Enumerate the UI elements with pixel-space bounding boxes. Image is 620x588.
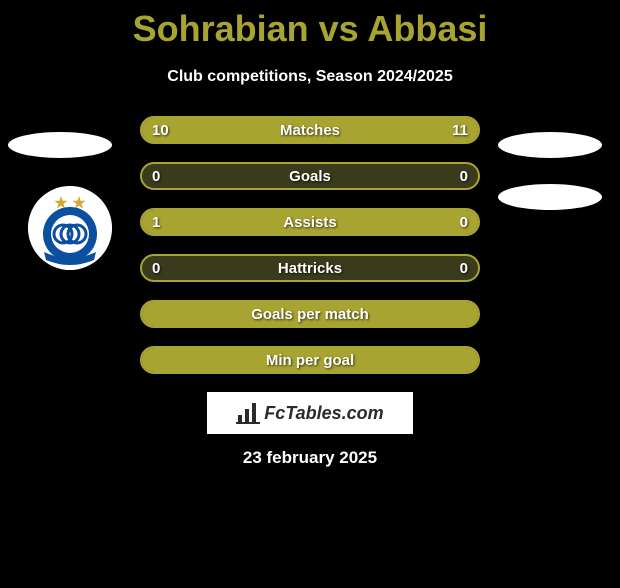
stat-bar: 00Hattricks <box>140 254 480 282</box>
date-text: 23 february 2025 <box>0 448 620 468</box>
stat-label: Min per goal <box>142 348 478 372</box>
stat-label: Hattricks <box>142 256 478 280</box>
club-badge-icon <box>28 186 112 270</box>
bar-chart-icon <box>236 401 260 425</box>
player-left-flag-placeholder <box>8 132 112 158</box>
stat-bar: Goals per match <box>140 300 480 328</box>
stat-label: Goals <box>142 164 478 188</box>
stat-bar: Min per goal <box>140 346 480 374</box>
page-title: Sohrabian vs Abbasi <box>0 8 620 50</box>
brand-main: Tables.com <box>285 403 383 423</box>
player-left-club-logo <box>28 186 112 270</box>
stat-bar: 1011Matches <box>140 116 480 144</box>
stat-bar: 10Assists <box>140 208 480 236</box>
subtitle: Club competitions, Season 2024/2025 <box>0 68 620 86</box>
stat-label: Assists <box>142 210 478 234</box>
comparison-bars: 1011Matches 00Goals 10Assists 00Hattricks Go… <box>140 116 480 374</box>
stat-label: Goals per match <box>142 302 478 326</box>
stat-label: Matches <box>142 118 478 142</box>
player-right-flag-placeholder <box>498 132 602 158</box>
player-right-logo-placeholder <box>498 184 602 210</box>
brand-footer-box: FcTables.com <box>207 392 413 434</box>
brand-text: FcTables.com <box>264 403 383 424</box>
brand-prefix: Fc <box>264 403 285 423</box>
stat-bar: 00Goals <box>140 162 480 190</box>
